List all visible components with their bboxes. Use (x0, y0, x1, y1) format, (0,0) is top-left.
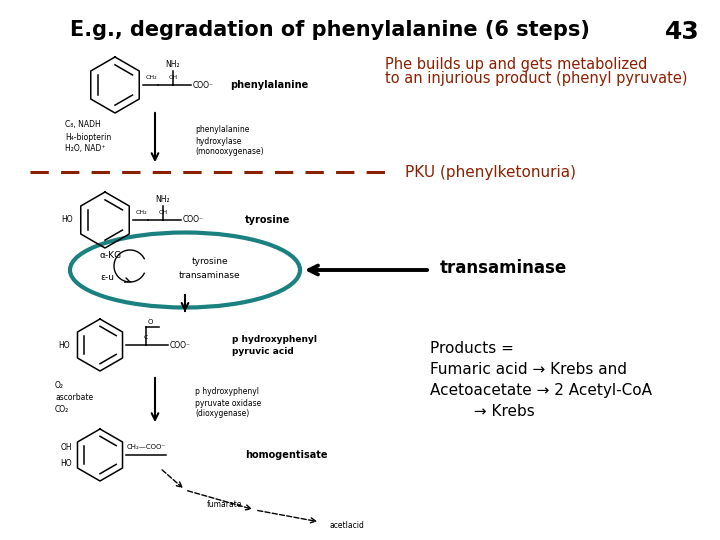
Text: to an injurious product (phenyl pyruvate): to an injurious product (phenyl pyruvate… (385, 71, 688, 86)
Text: COO⁻: COO⁻ (170, 341, 191, 349)
Text: ascorbate: ascorbate (55, 393, 93, 402)
Text: H₄-biopterin: H₄-biopterin (65, 132, 112, 141)
Text: C₈, NADH: C₈, NADH (65, 120, 101, 130)
Text: Phe builds up and gets metabolized: Phe builds up and gets metabolized (385, 57, 647, 72)
Text: NH₂: NH₂ (166, 60, 180, 69)
Text: transaminase: transaminase (440, 259, 567, 277)
Text: HO: HO (61, 215, 73, 225)
Text: Fumaric acid → Krebs and: Fumaric acid → Krebs and (430, 362, 627, 377)
Text: CO₂: CO₂ (55, 404, 69, 414)
Text: HO: HO (60, 458, 72, 468)
Text: p hydroxyphenyl: p hydroxyphenyl (195, 388, 259, 396)
Text: acetlacid: acetlacid (330, 521, 365, 530)
Text: transaminase: transaminase (179, 272, 240, 280)
Text: COO⁻: COO⁻ (183, 215, 204, 225)
Text: CH: CH (168, 75, 178, 80)
Text: O: O (148, 319, 153, 325)
Text: pyruvate oxidase: pyruvate oxidase (195, 399, 261, 408)
Text: (dioxygenase): (dioxygenase) (195, 409, 249, 418)
Text: Products =: Products = (430, 341, 514, 356)
Text: tyrosine: tyrosine (245, 215, 290, 225)
Text: pyruvic acid: pyruvic acid (232, 348, 294, 356)
Text: O₂: O₂ (55, 381, 64, 389)
Text: H₂O, NAD⁺: H₂O, NAD⁺ (65, 145, 106, 153)
Text: CH₂: CH₂ (135, 210, 147, 215)
Text: ε-u: ε-u (100, 273, 114, 281)
Text: p hydroxyphenyl: p hydroxyphenyl (232, 335, 317, 345)
Text: E.g., degradation of phenylalanine (6 steps): E.g., degradation of phenylalanine (6 st… (70, 20, 590, 40)
Text: CH₂: CH₂ (145, 75, 157, 80)
Text: phenylalanine: phenylalanine (195, 125, 249, 134)
Text: fumarate: fumarate (207, 500, 243, 509)
Text: COO⁻: COO⁻ (193, 80, 214, 90)
Text: phenylalanine: phenylalanine (230, 80, 308, 90)
Text: homogentisate: homogentisate (245, 450, 328, 460)
Text: → Krebs: → Krebs (430, 404, 535, 419)
Text: CH₂—COO⁻: CH₂—COO⁻ (127, 444, 166, 450)
Text: NH₂: NH₂ (156, 195, 171, 204)
Text: C: C (144, 335, 148, 340)
Text: PKU (phenylketonuria): PKU (phenylketonuria) (405, 165, 576, 179)
Text: (monooxygenase): (monooxygenase) (195, 147, 264, 157)
Text: HO: HO (58, 341, 70, 349)
Text: Acetoacetate → 2 Acetyl-CoA: Acetoacetate → 2 Acetyl-CoA (430, 383, 652, 398)
Text: CH: CH (158, 210, 168, 215)
Text: tyrosine: tyrosine (192, 258, 228, 267)
Text: hydroxylase: hydroxylase (195, 137, 241, 145)
Text: 43: 43 (665, 20, 700, 44)
Text: α-KG: α-KG (100, 251, 122, 260)
Text: OH: OH (60, 442, 72, 451)
